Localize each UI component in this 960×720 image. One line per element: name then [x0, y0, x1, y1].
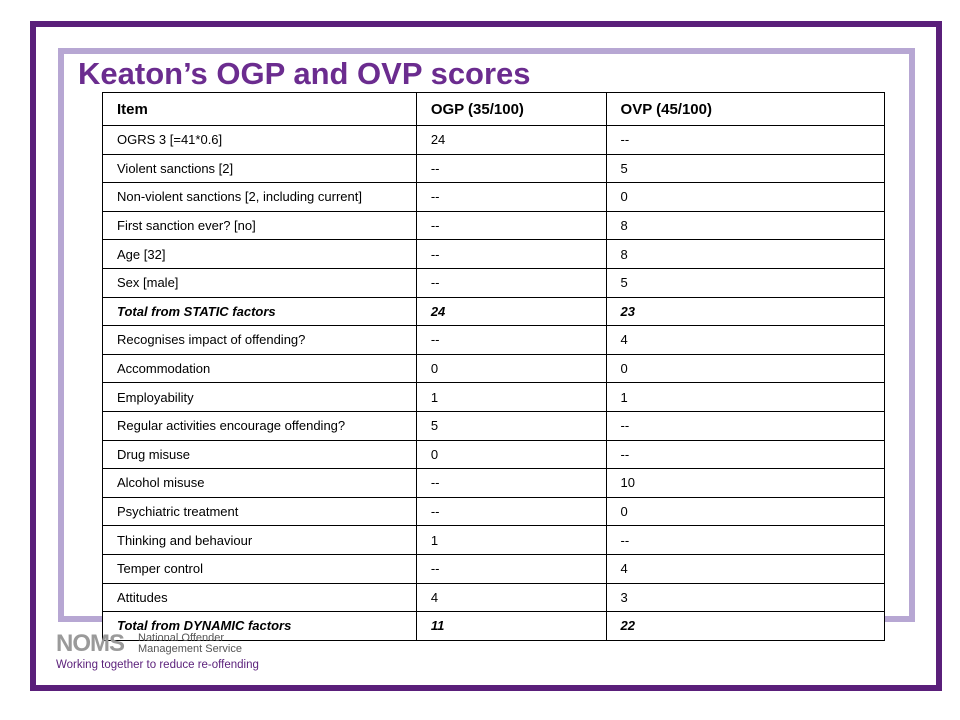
cell-ovp: 4: [605, 325, 886, 355]
cell-item: Regular activities encourage offending?: [102, 410, 417, 441]
cell-ovp: --: [605, 439, 886, 470]
cell-ovp: 8: [605, 210, 886, 241]
cell-ovp: 23: [605, 296, 886, 327]
cell-ogp: --: [415, 325, 607, 355]
cell-ovp: 22: [605, 611, 886, 641]
noms-wordmark: NOMS: [56, 630, 125, 656]
cell-item: Drug misuse: [102, 439, 417, 470]
cell-ogp: 1: [415, 525, 607, 555]
cell-item: Recognises impact of offending?: [102, 325, 417, 355]
cell-ovp: 5: [605, 267, 886, 298]
cell-ovp: 0: [605, 496, 886, 527]
cell-item: OGRS 3 [=41*0.6]: [102, 125, 417, 155]
cell-ogp: --: [415, 468, 607, 498]
cell-item: Accommodation: [102, 353, 417, 384]
slide-outer-frame: [30, 21, 942, 691]
table-row: Psychiatric treatment -- 0: [102, 496, 886, 527]
cell-item: Total from STATIC factors: [102, 296, 417, 327]
cell-item: First sanction ever? [no]: [102, 210, 417, 241]
cell-item: Temper control: [102, 553, 417, 584]
table-row: Age [32] -- 8: [102, 239, 886, 269]
cell-ogp: 11: [415, 611, 607, 641]
noms-logo-mark: NOMS: [56, 630, 126, 656]
cell-ovp: 3: [605, 582, 886, 613]
cell-ovp: 1: [605, 382, 886, 412]
cell-item: Age [32]: [102, 239, 417, 269]
cell-ogp: 24: [415, 125, 607, 155]
cell-ogp: 0: [415, 439, 607, 470]
slide-title: Keaton’s OGP and OVP scores: [78, 56, 531, 91]
table-row: Recognises impact of offending? -- 4: [102, 325, 886, 355]
table-body: OGRS 3 [=41*0.6] 24 -- Violent sanctions [2…: [102, 125, 886, 641]
cell-ogp: --: [415, 239, 607, 269]
table-row: Violent sanctions [2] -- 5: [102, 153, 886, 184]
logo-line-1: National Offender: [138, 632, 225, 644]
cell-item: Thinking and behaviour: [102, 525, 417, 555]
cell-item: Violent sanctions [2]: [102, 153, 417, 184]
cell-ovp: --: [605, 125, 886, 155]
cell-ogp: --: [415, 210, 607, 241]
cell-item: Psychiatric treatment: [102, 496, 417, 527]
cell-item: Employability: [102, 382, 417, 412]
cell-item: Total from DYNAMIC factors: [102, 611, 417, 641]
cell-ogp: --: [415, 153, 607, 184]
cell-ovp: 0: [605, 353, 886, 384]
logo-line-2: Management Service: [138, 643, 242, 655]
logo-tagline: Working together to reduce re-offending: [56, 659, 259, 671]
cell-ovp: 0: [605, 182, 886, 212]
column-header-item: Item: [102, 92, 417, 126]
scores-table: Item OGP (35/100) OVP (45/100) OGRS 3 [=…: [102, 92, 886, 641]
cell-ogp: --: [415, 182, 607, 212]
table-total-row: Total from DYNAMIC factors 11 22: [102, 611, 886, 641]
cell-ovp: --: [605, 525, 886, 555]
table-row: Temper control -- 4: [102, 553, 886, 584]
column-header-ovp: OVP (45/100): [605, 92, 886, 126]
table-row: Non-violent sanctions [2, including curr…: [102, 182, 886, 212]
cell-ogp: 5: [415, 410, 607, 441]
cell-ogp: --: [415, 267, 607, 298]
table-row: Employability 1 1: [102, 382, 886, 412]
cell-item: Attitudes: [102, 582, 417, 613]
cell-ogp: --: [415, 553, 607, 584]
cell-ogp: 4: [415, 582, 607, 613]
table-row: Drug misuse 0 --: [102, 439, 886, 470]
table-row: First sanction ever? [no] -- 8: [102, 210, 886, 241]
table-total-row: Total from STATIC factors 24 23: [102, 296, 886, 327]
cell-item: Alcohol misuse: [102, 468, 417, 498]
table-row: Sex [male] -- 5: [102, 267, 886, 298]
table-row: Accommodation 0 0: [102, 353, 886, 384]
table-row: Alcohol misuse -- 10: [102, 468, 886, 498]
cell-ovp: 5: [605, 153, 886, 184]
column-header-ogp: OGP (35/100): [415, 92, 607, 126]
cell-ovp: 10: [605, 468, 886, 498]
cell-ovp: --: [605, 410, 886, 441]
cell-ogp: 24: [415, 296, 607, 327]
cell-item: Non-violent sanctions [2, including curr…: [102, 182, 417, 212]
cell-ovp: 4: [605, 553, 886, 584]
table-header-row: Item OGP (35/100) OVP (45/100): [102, 92, 886, 126]
table-row: Attitudes 4 3: [102, 582, 886, 613]
table-row: Regular activities encourage offending? 5…: [102, 410, 886, 441]
cell-item: Sex [male]: [102, 267, 417, 298]
table-row: OGRS 3 [=41*0.6] 24 --: [102, 125, 886, 155]
table-row: Thinking and behaviour 1 --: [102, 525, 886, 555]
cell-ogp: 0: [415, 353, 607, 384]
cell-ogp: 1: [415, 382, 607, 412]
cell-ogp: --: [415, 496, 607, 527]
cell-ovp: 8: [605, 239, 886, 269]
